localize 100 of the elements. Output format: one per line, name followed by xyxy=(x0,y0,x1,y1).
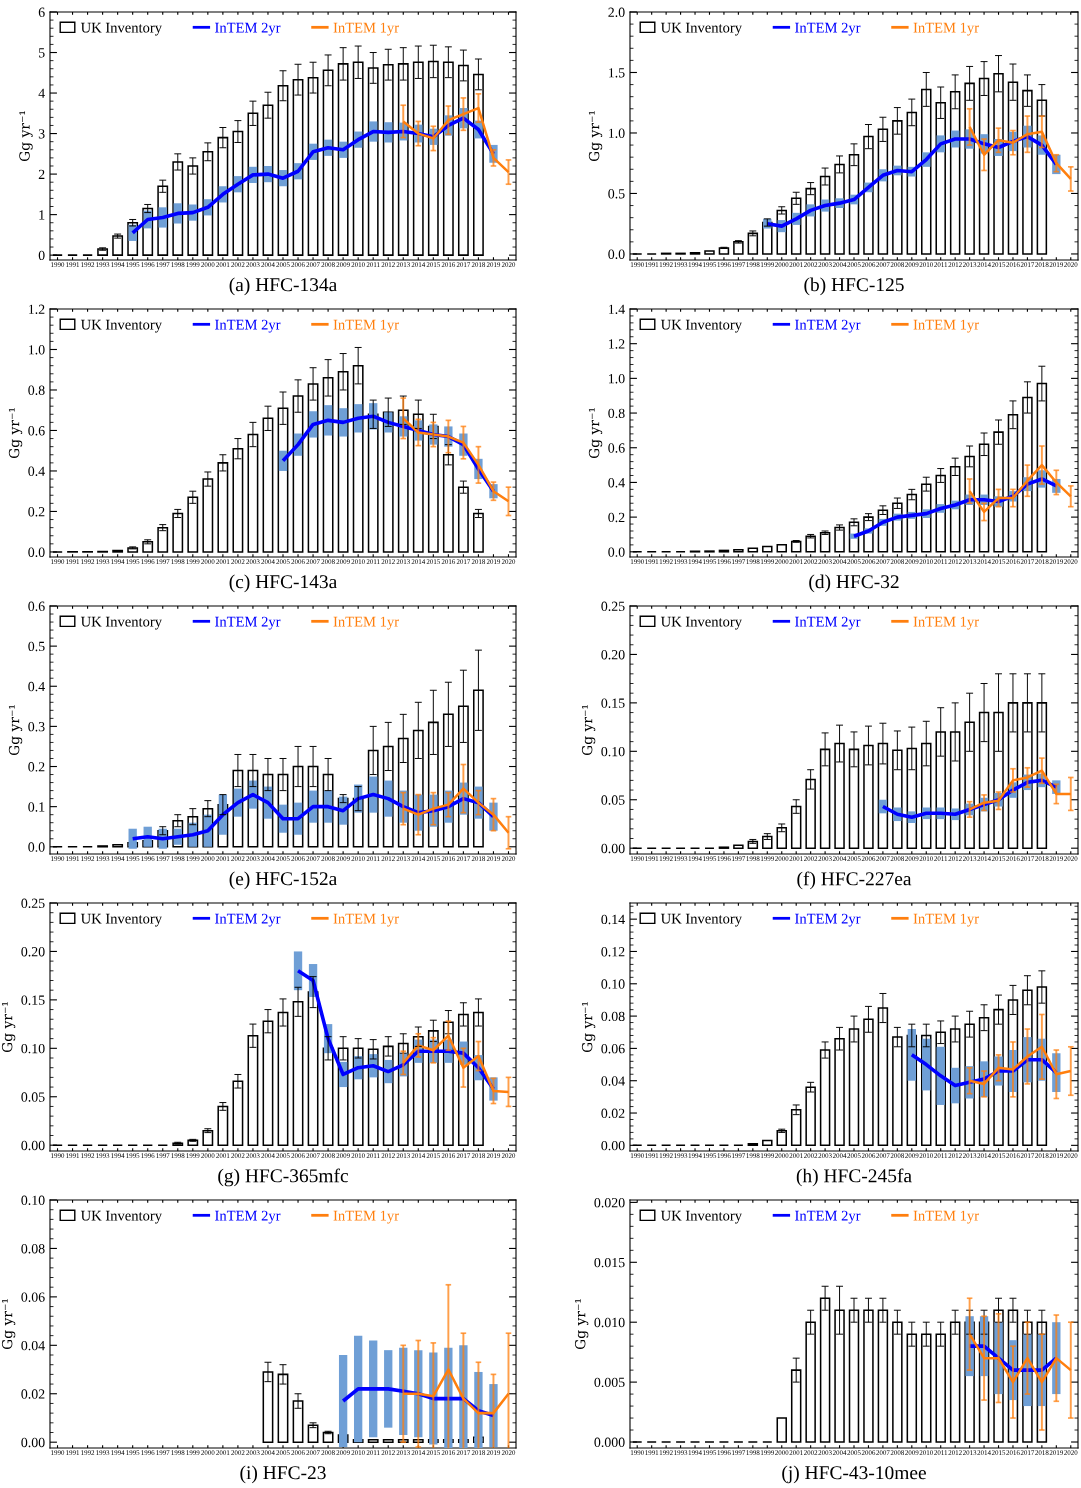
y-tick-label: 0.0 xyxy=(608,547,625,557)
y-tick-label: 0.020 xyxy=(594,1197,625,1208)
y-tick-label: 0.25 xyxy=(21,898,45,909)
y-tick-label: 1.0 xyxy=(609,128,625,138)
y-tick-label: 0.04 xyxy=(601,1076,625,1086)
y-tick-label: 0.2 xyxy=(28,507,45,517)
y-axis-title: Gg yr⁻¹ xyxy=(574,1299,589,1350)
legend-label: UK Inventory xyxy=(660,22,742,36)
y-tick-label: 2 xyxy=(38,169,45,179)
legend-label: UK Inventory xyxy=(80,319,162,333)
legend-label: InTEM 1yr xyxy=(913,319,979,333)
y-tick-label: 1.2 xyxy=(609,339,625,349)
y-tick-label: 0.8 xyxy=(28,385,45,395)
legend-label: InTEM 1yr xyxy=(333,616,399,630)
legend-label: InTEM 1yr xyxy=(333,22,399,36)
y-tick-label: 3 xyxy=(38,129,45,139)
y-axis-title: Gg yr⁻¹ xyxy=(8,705,23,756)
legend-label: InTEM 2yr xyxy=(795,616,861,630)
y-tick-label: 4 xyxy=(38,88,45,98)
y-tick-label: 0.4 xyxy=(28,681,45,692)
y-tick-label: 1.0 xyxy=(609,373,625,384)
text: (c) HFC-143a xyxy=(229,574,337,593)
text: (e) HFC-152a xyxy=(229,871,337,890)
y-tick-label: 0.02 xyxy=(21,1389,45,1399)
y-tick-label: 0.2 xyxy=(28,762,45,772)
y-tick-label: 0.10 xyxy=(21,1195,45,1206)
y-tick-label: 0.00 xyxy=(601,843,625,854)
legend-label: UK Inventory xyxy=(660,616,742,630)
legend-label: InTEM 1yr xyxy=(913,22,979,36)
legend-label: InTEM 2yr xyxy=(215,913,281,927)
y-tick-label: 0.14 xyxy=(601,914,625,925)
legend-label: InTEM 1yr xyxy=(333,1210,399,1224)
legend-label: InTEM 2yr xyxy=(795,913,861,927)
y-tick-label: 0.25 xyxy=(601,601,625,612)
y-tick-label: 1.4 xyxy=(609,304,625,315)
y-tick-label: 2.0 xyxy=(608,7,625,18)
legend-label: InTEM 1yr xyxy=(333,319,399,333)
y-tick-label: 0.005 xyxy=(594,1377,625,1388)
y-tick-label: 0.05 xyxy=(21,1092,45,1102)
legend-label: InTEM 2yr xyxy=(215,1210,281,1224)
legend-label: InTEM 2yr xyxy=(215,22,281,36)
text: (a) HFC-134a xyxy=(229,277,337,296)
y-tick-label: 0.3 xyxy=(28,721,45,732)
y-axis-title: Gg yr⁻¹ xyxy=(581,1002,596,1053)
y-tick-label: 1.2 xyxy=(29,304,45,315)
legend-label: InTEM 2yr xyxy=(215,616,281,630)
y-tick-label: 6 xyxy=(38,7,45,17)
y-tick-label: 0.02 xyxy=(601,1108,625,1119)
y-tick-label: 0.15 xyxy=(601,698,625,708)
legend-label: UK Inventory xyxy=(80,913,162,927)
y-tick-label: 0.6 xyxy=(28,426,45,436)
y-tick-label: 0.6 xyxy=(28,601,45,612)
y-tick-label: 0.05 xyxy=(601,795,625,805)
y-tick-label: 0.15 xyxy=(21,995,45,1005)
legend-label: InTEM 1yr xyxy=(333,913,399,927)
y-tick-label: 0.00 xyxy=(21,1140,45,1151)
y-axis-title: Gg yr⁻¹ xyxy=(1,1002,16,1053)
y-axis-title: Gg yr⁻¹ xyxy=(19,111,33,162)
y-tick-label: 0.10 xyxy=(601,746,625,757)
text: (h) HFC-245fa xyxy=(796,1168,912,1187)
legend-label: InTEM 1yr xyxy=(913,1210,979,1224)
y-tick-label: 0.8 xyxy=(608,408,625,419)
y-tick-label: 1 xyxy=(39,210,45,220)
legend-label: InTEM 1yr xyxy=(913,913,979,927)
y-tick-label: 0.5 xyxy=(28,641,45,652)
y-tick-label: 0.0 xyxy=(28,842,45,852)
text: (i) HFC-23 xyxy=(240,1465,326,1484)
y-tick-label: 0.0 xyxy=(28,547,45,557)
y-tick-label: 0.08 xyxy=(21,1244,45,1254)
y-tick-label: 1.5 xyxy=(609,68,625,78)
y-tick-label: 0.06 xyxy=(21,1292,45,1302)
y-tick-label: 0.08 xyxy=(601,1011,625,1022)
y-tick-label: 0.6 xyxy=(608,443,625,453)
y-tick-label: 0.00 xyxy=(601,1140,625,1151)
legend-label: UK Inventory xyxy=(80,616,162,630)
text: (d) HFC-32 xyxy=(809,574,899,593)
y-tick-label: 0.20 xyxy=(21,947,45,957)
y-axis-title: Gg yr⁻¹ xyxy=(8,408,23,459)
y-tick-label: 0.0 xyxy=(608,249,625,259)
legend-label: UK Inventory xyxy=(80,1210,162,1224)
legend-label: InTEM 2yr xyxy=(795,22,861,36)
y-tick-label: 0.5 xyxy=(608,189,625,199)
legend-label: UK Inventory xyxy=(660,319,742,333)
y-tick-label: 0 xyxy=(38,250,45,261)
y-tick-label: 0.10 xyxy=(601,979,625,989)
legend-label: InTEM 2yr xyxy=(795,319,861,333)
y-axis-title: Gg yr⁻¹ xyxy=(588,408,603,459)
y-tick-label: 0.015 xyxy=(594,1257,625,1268)
y-tick-label: 0.00 xyxy=(21,1437,45,1448)
legend-label: UK Inventory xyxy=(80,22,162,36)
legend-label: InTEM 1yr xyxy=(913,616,979,630)
text: (f) HFC-227ea xyxy=(797,871,912,890)
y-tick-label: 0.2 xyxy=(608,512,625,523)
text: (g) HFC-365mfc xyxy=(218,1168,349,1187)
y-tick-label: 5 xyxy=(39,48,45,58)
y-tick-label: 0.10 xyxy=(21,1043,45,1054)
text: (j) HFC-43-10mee xyxy=(782,1465,926,1484)
y-axis-title: Gg yr⁻¹ xyxy=(588,111,603,162)
y-tick-label: 0.000 xyxy=(594,1437,625,1448)
legend-label: UK Inventory xyxy=(660,913,742,927)
